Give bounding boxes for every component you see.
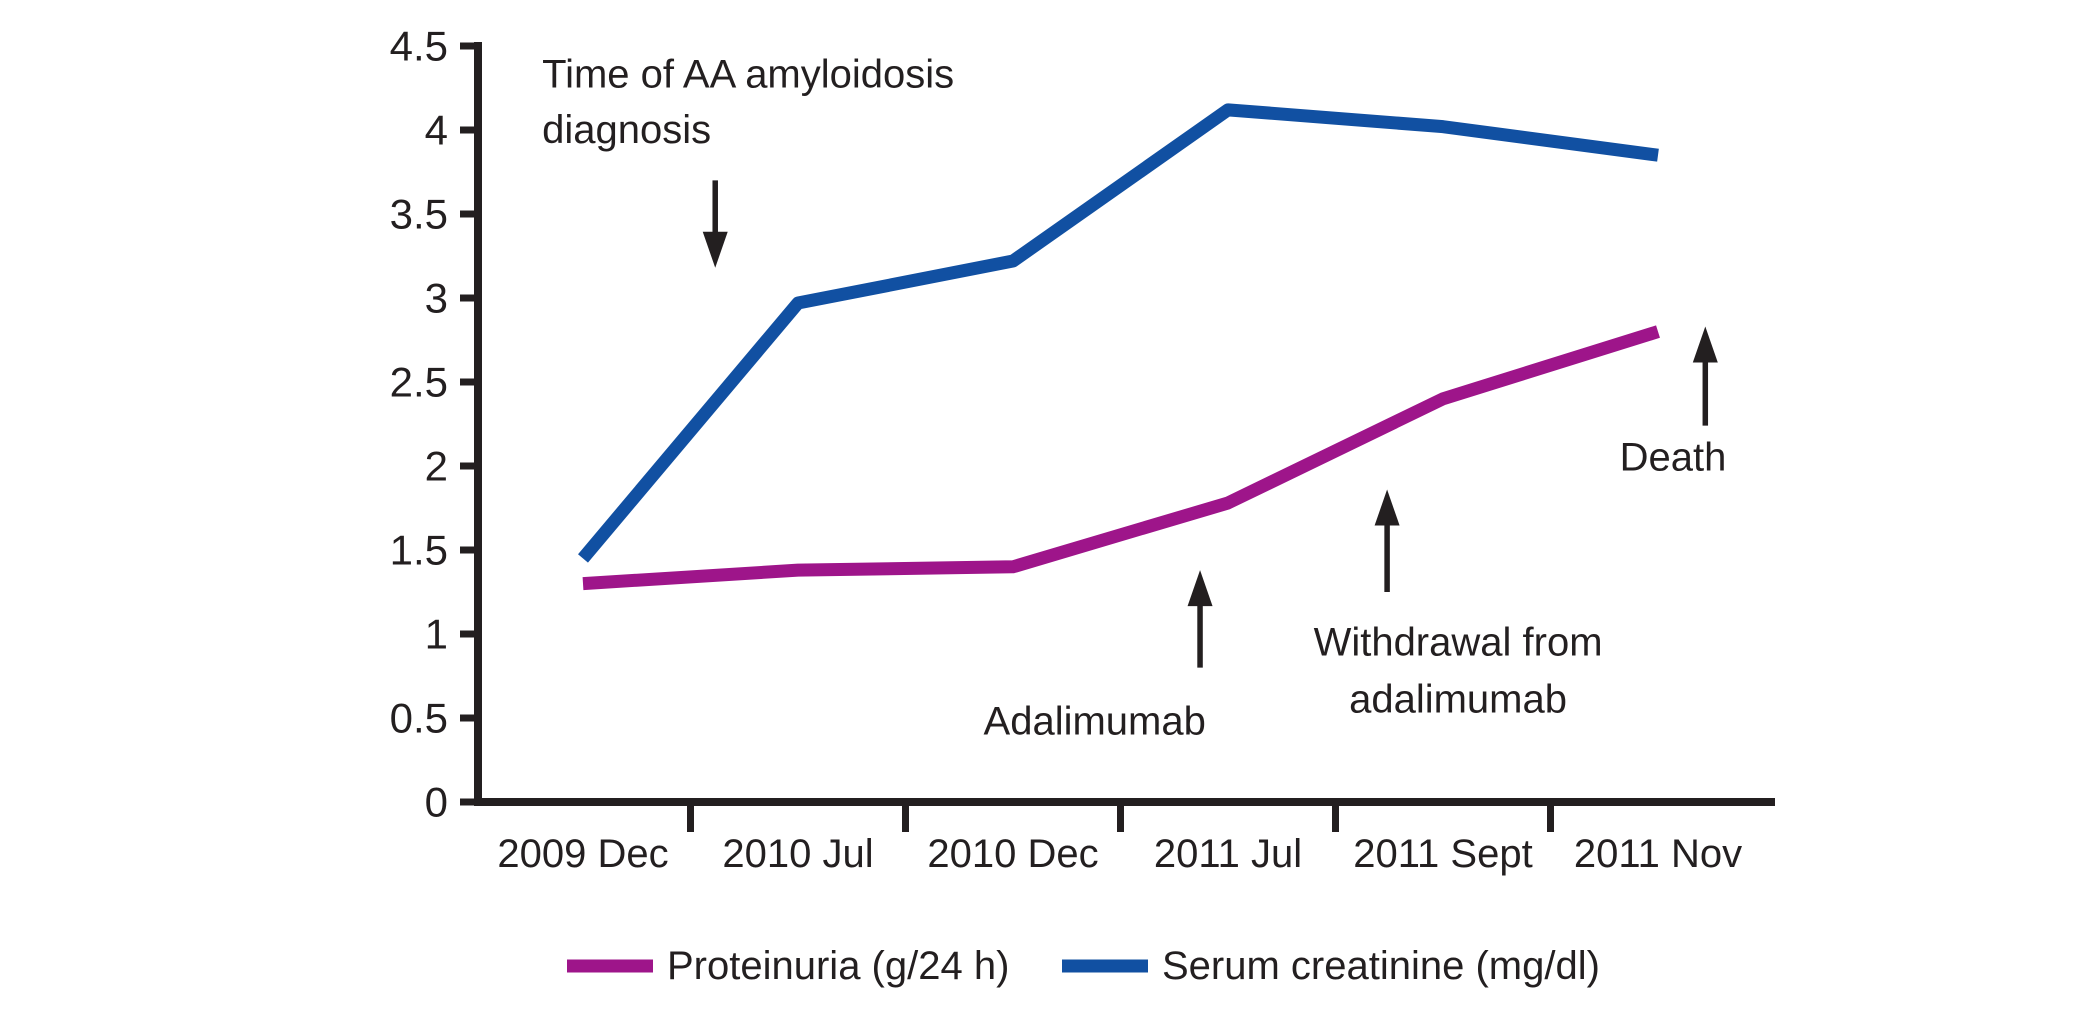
y-tick-label: 3.5 [390, 191, 448, 238]
annotation-text-aa-diagnosis: diagnosis [542, 108, 711, 152]
legend-label: Proteinuria (g/24 h) [667, 944, 1009, 988]
annotation-death: Death [1620, 326, 1727, 480]
arrow-head-withdrawal [1374, 489, 1400, 526]
arrow-head-death [1692, 326, 1718, 363]
y-tick-label: 1.5 [390, 527, 448, 574]
annotation-text-withdrawal: adalimumab [1349, 678, 1567, 722]
y-tick-label: 0.5 [390, 695, 448, 742]
annotation-withdrawal: Withdrawal from adalimumab [1314, 489, 1603, 722]
y-tick-label: 3 [425, 275, 448, 322]
x-category-label: 2010 Dec [927, 832, 1098, 876]
legend-label: Serum creatinine (mg/dl) [1162, 944, 1600, 988]
legend-swatch-proteinuria [567, 959, 653, 973]
arrow-head-aa-diagnosis [702, 231, 728, 268]
series-lines [578, 103, 1660, 591]
series-line-proteinuria [582, 325, 1660, 591]
legend: Proteinuria (g/24 h) Serum creatinine (mg… [567, 944, 1600, 988]
x-category-label: 2011 Jul [1154, 832, 1302, 876]
legend-swatch-serum [1062, 959, 1148, 973]
annotation-text-death: Death [1620, 436, 1727, 480]
series-line-serum [578, 103, 1659, 563]
x-category-label: 2011 Nov [1574, 832, 1742, 876]
y-tick-label: 4 [425, 107, 448, 154]
y-tick-label: 4.5 [390, 23, 448, 70]
x-category-label: 2011 Sept [1353, 832, 1532, 876]
annotation-text-withdrawal: Withdrawal from [1314, 620, 1603, 664]
annotations: Time of AA amyloidosis diagnosis Adalimuma… [542, 53, 1726, 744]
annotation-text-aa-diagnosis: Time of AA amyloidosis [542, 53, 954, 97]
annotation-text-adalimumab: Adalimumab [984, 699, 1206, 743]
x-axis: 2009 Dec 2010 Jul 2010 Dec 2011 Jul 2011 Sep… [474, 798, 1775, 876]
x-category-label: 2009 Dec [497, 832, 668, 876]
y-tick-label: 2 [425, 443, 448, 490]
arrow-head-adalimumab [1187, 570, 1213, 607]
x-category-label: 2010 Jul [722, 832, 873, 876]
y-tick-label: 0 [425, 779, 448, 826]
y-tick-label: 1 [425, 611, 448, 658]
y-axis: 0 0.5 1 1.5 2 2.5 3 3.5 4 4.5 [390, 23, 482, 826]
annotation-aa-diagnosis: Time of AA amyloidosis diagnosis [542, 53, 954, 268]
annotation-adalimumab: Adalimumab [984, 570, 1213, 743]
y-tick-label: 2.5 [390, 359, 448, 406]
